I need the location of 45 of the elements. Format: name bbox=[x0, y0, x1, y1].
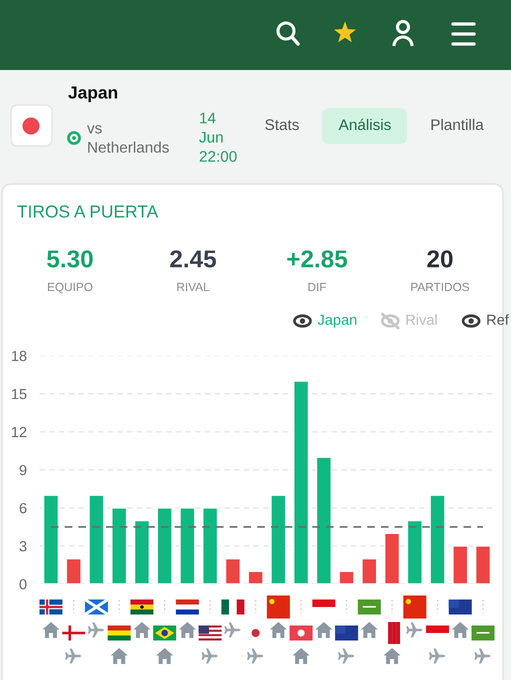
bar bbox=[338, 570, 355, 584]
y-tick-label: 6 bbox=[20, 503, 26, 514]
bar bbox=[474, 545, 492, 584]
text: Rival bbox=[406, 314, 437, 325]
bar bbox=[66, 558, 82, 584]
y-tick-label: 3 bbox=[20, 541, 26, 552]
bar bbox=[293, 380, 310, 584]
chart-title: TIROS A PUERTA bbox=[17, 205, 158, 218]
text: 20 bbox=[427, 250, 453, 268]
ref-line-label: Ref bbox=[487, 314, 509, 325]
text: 2.45 bbox=[170, 250, 216, 268]
bar bbox=[316, 456, 332, 584]
bar bbox=[224, 558, 241, 584]
bar bbox=[179, 507, 196, 584]
text: 5.30 bbox=[47, 250, 93, 268]
bar bbox=[384, 532, 400, 584]
text: PARTIDOS bbox=[411, 282, 470, 292]
bar bbox=[134, 520, 150, 584]
bar bbox=[406, 520, 423, 584]
text: Stats bbox=[265, 119, 299, 130]
bar bbox=[202, 507, 218, 584]
y-tick-label: 9 bbox=[20, 464, 26, 476]
text: DIF bbox=[308, 282, 326, 292]
bar bbox=[156, 507, 173, 584]
bar bbox=[270, 494, 286, 584]
y-tick-label: 18 bbox=[12, 350, 26, 362]
text: +2.85 bbox=[287, 250, 348, 268]
bar bbox=[429, 494, 446, 584]
text: Japan bbox=[318, 314, 356, 328]
text: EQUIPO bbox=[48, 282, 92, 294]
text: Plantilla bbox=[432, 118, 484, 130]
bar bbox=[361, 558, 378, 584]
y-tick-label: 12 bbox=[12, 426, 26, 438]
bar bbox=[42, 494, 60, 584]
bar bbox=[248, 570, 264, 584]
text: 14 Jun 22:00 bbox=[199, 112, 237, 162]
bar bbox=[452, 545, 468, 584]
text: Japan bbox=[68, 86, 118, 102]
text: RIVAL bbox=[177, 282, 210, 292]
bar bbox=[88, 494, 105, 584]
bar bbox=[111, 507, 128, 584]
y-tick-label: 0 bbox=[20, 579, 27, 590]
text: vs Netherlands bbox=[87, 125, 169, 153]
text: Análisis bbox=[338, 118, 391, 130]
y-tick-label: 15 bbox=[12, 389, 26, 400]
